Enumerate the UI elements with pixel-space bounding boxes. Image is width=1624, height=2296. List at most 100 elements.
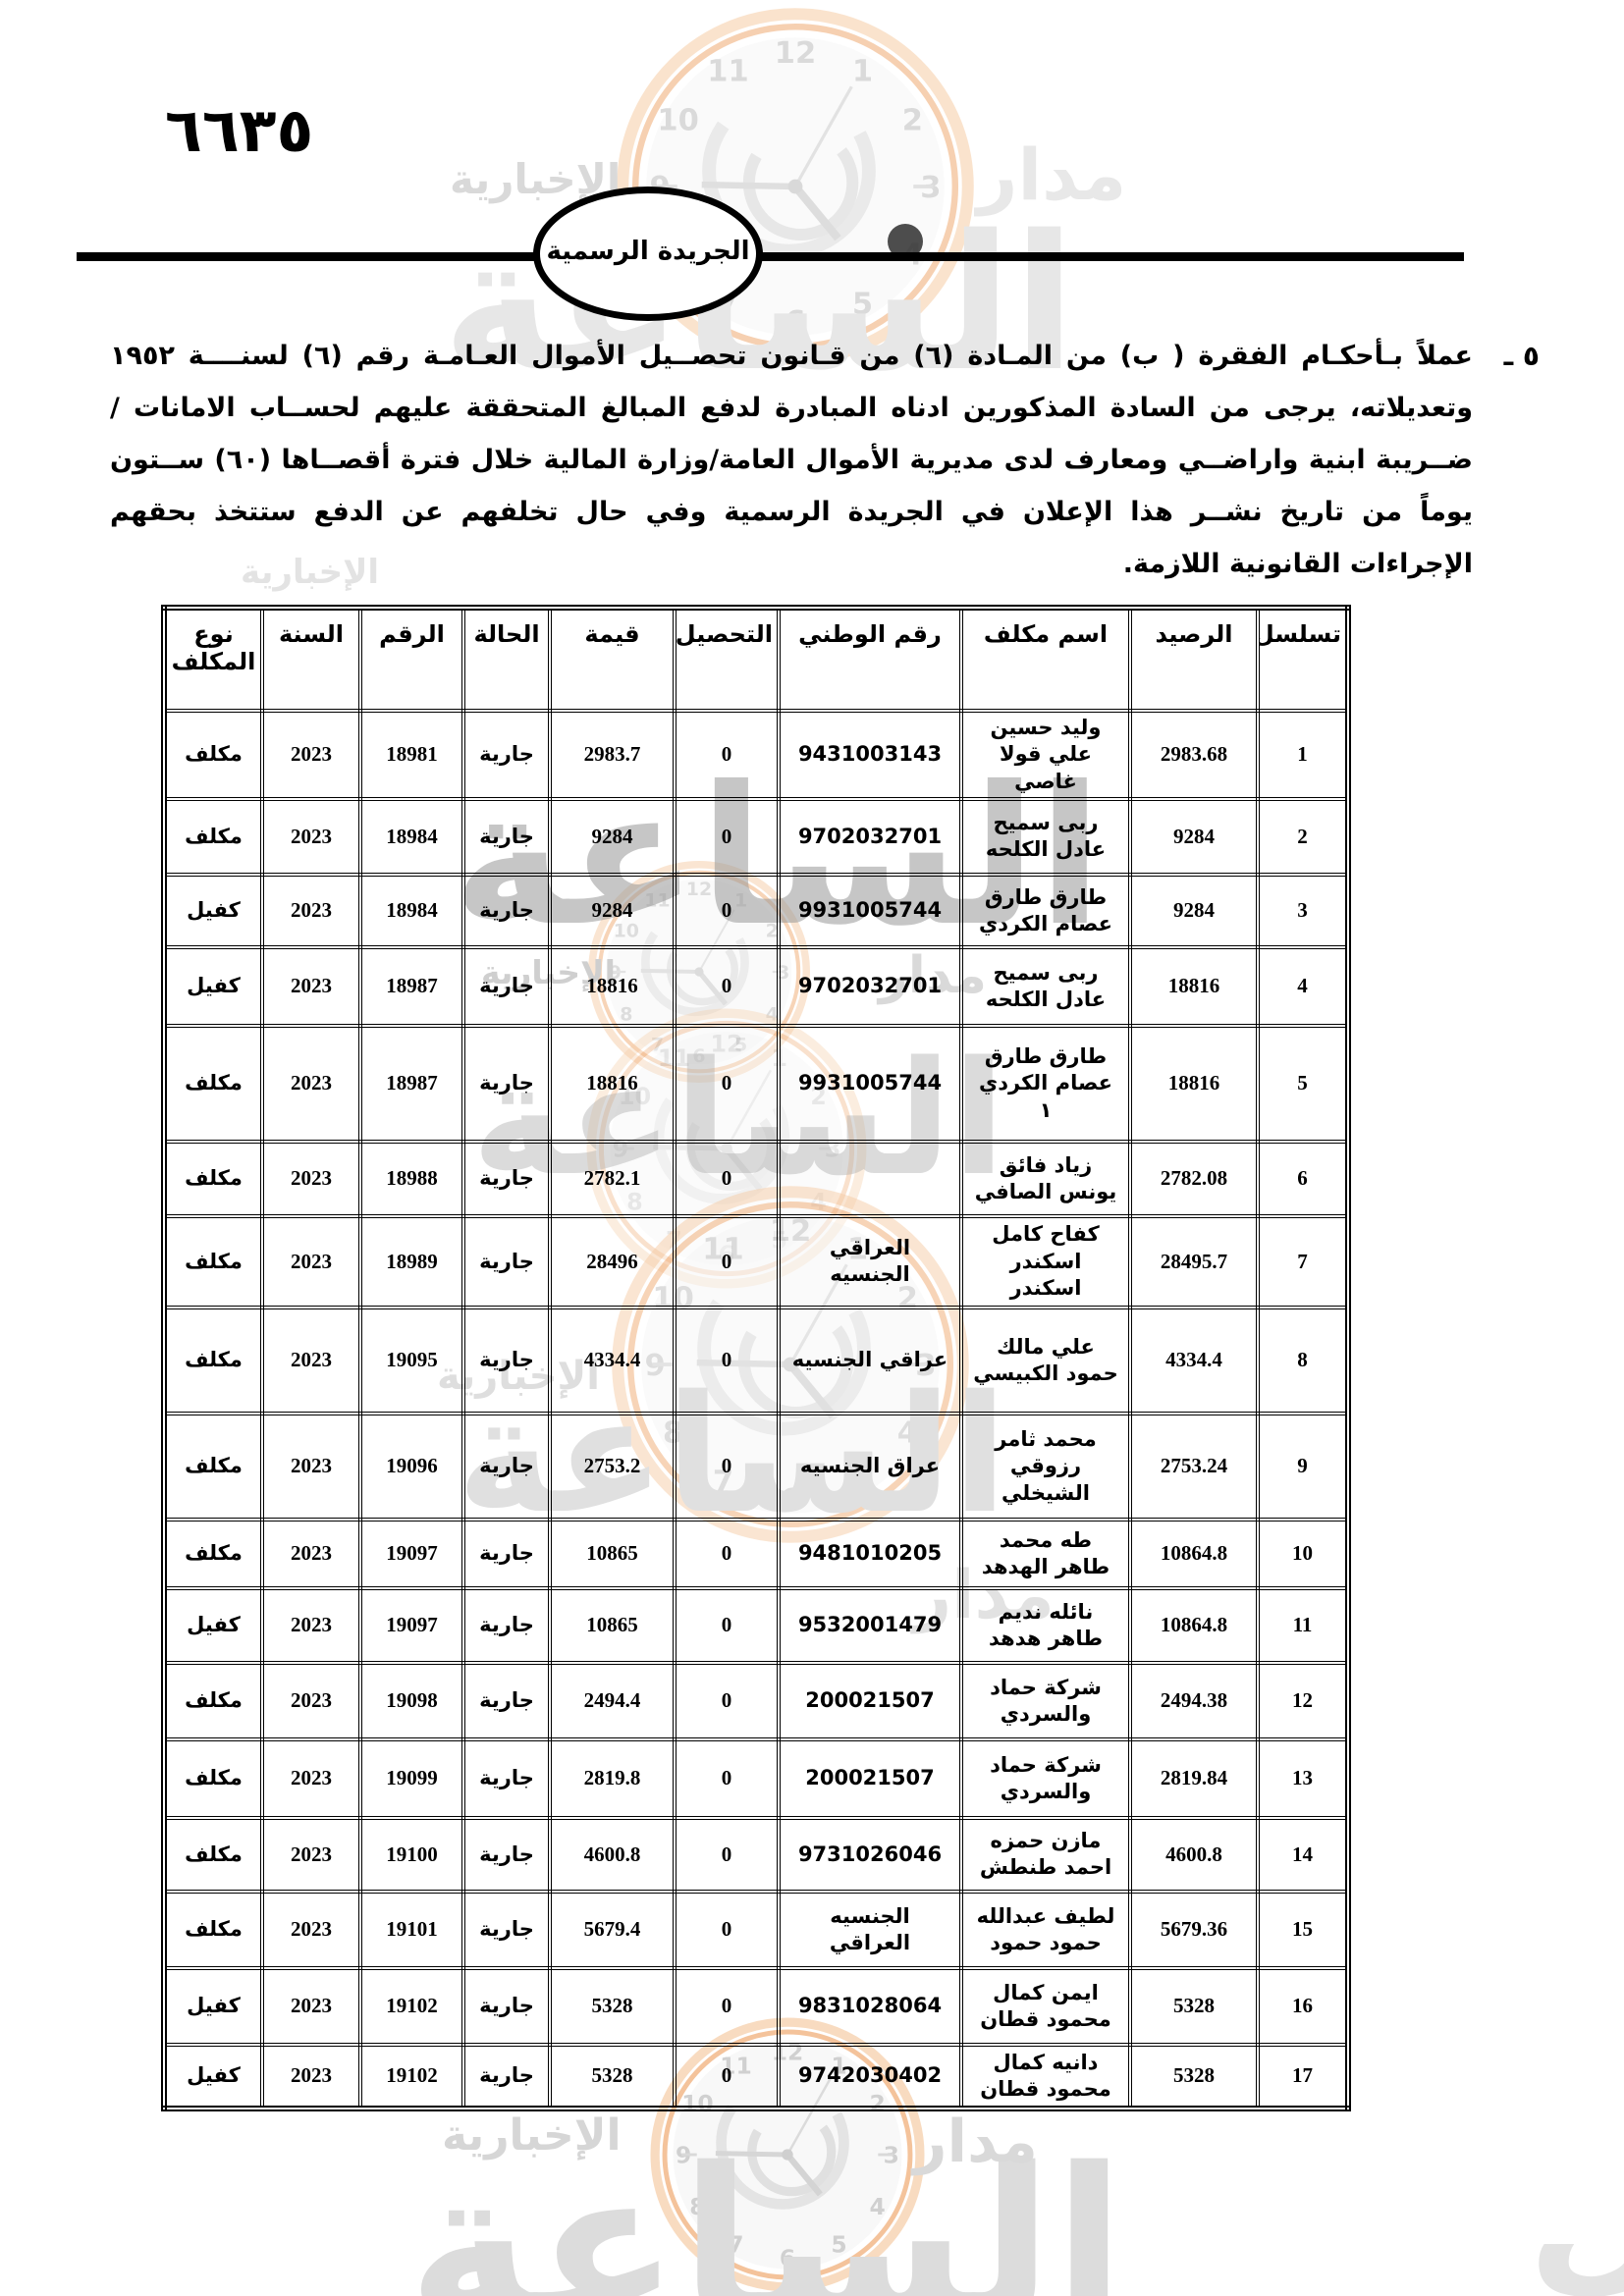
cell-type: مكلف [162, 1213, 264, 1309]
cell-serial: 12 [1256, 1660, 1350, 1741]
cell-type: مكلف [162, 1815, 264, 1894]
cell-balance: 18816 [1128, 944, 1260, 1028]
cell-collection: 0 [673, 1213, 781, 1309]
cell-name: مازن حمزه احمد طنطش [959, 1815, 1132, 1894]
cell-national-id: 9831028064 [777, 1965, 963, 2047]
cell-type: مكلف [162, 1517, 264, 1590]
gazette-banner-label: الجريدة الرسمية [546, 236, 750, 266]
cell-serial: 6 [1256, 1139, 1350, 1218]
cell-serial: 14 [1256, 1815, 1350, 1894]
cell-balance: 5328 [1128, 2042, 1260, 2110]
table-row: 3 9284 طارق طارق عصام الكردي 9931005744 0 928… [162, 872, 1350, 949]
cell-type: كفيل [162, 2042, 264, 2110]
cell-balance: 9284 [1128, 872, 1260, 949]
cell-type: كفيل [162, 944, 264, 1028]
cell-collection: 0 [673, 1585, 781, 1665]
cell-balance: 10864.8 [1128, 1585, 1260, 1665]
cell-year: 2023 [260, 1517, 362, 1590]
cell-value: 4334.4 [548, 1305, 677, 1415]
cell-status: جارية [461, 1023, 552, 1144]
cell-year: 2023 [260, 709, 362, 801]
table-row: 17 5328 دانيه كمال محمود قطان 9742030402 0 53… [162, 2042, 1350, 2110]
cell-year: 2023 [260, 2042, 362, 2110]
cell-number: 19100 [358, 1815, 465, 1894]
taxpayers-table-wrap: تسلسل الرصيد اسم مكلف رقم الوطني التحصيل قيمة… [161, 605, 1351, 2111]
cell-value: 18816 [548, 1023, 677, 1144]
cell-collection: 0 [673, 2042, 781, 2110]
cell-year: 2023 [260, 1585, 362, 1665]
table-row: 1 2983.68 وليد حسين علي قولا غاصي 943100314… [162, 709, 1350, 801]
cell-national-id: 9742030402 [777, 2042, 963, 2110]
table-row: 16 5328 ايمن كمال محمود قطان 9831028064 0 532… [162, 1965, 1350, 2047]
cell-name: شركة حماد والسردي [959, 1736, 1132, 1820]
cell-number: 19102 [358, 1965, 465, 2047]
cell-type: كفيل [162, 1585, 264, 1665]
cell-name: محمد ثامر رزوقي الشيخلي [959, 1411, 1132, 1522]
cell-number: 18981 [358, 709, 465, 801]
cell-collection: 0 [673, 709, 781, 801]
table-header-row: تسلسل الرصيد اسم مكلف رقم الوطني التحصيل قيمة… [162, 606, 1350, 713]
cell-value: 10865 [548, 1585, 677, 1665]
cell-serial: 9 [1256, 1411, 1350, 1522]
cell-serial: 13 [1256, 1736, 1350, 1820]
cell-collection: 0 [673, 1305, 781, 1415]
cell-national-id: الجنسيه العراقي [777, 1889, 963, 1970]
cell-value: 2494.4 [548, 1660, 677, 1741]
page-number: ٦٦٣٥ [165, 94, 314, 166]
cell-serial: 10 [1256, 1517, 1350, 1590]
cell-number: 19097 [358, 1517, 465, 1590]
cell-name: زياد فائق يونس الصافي [959, 1139, 1132, 1218]
cell-national-id: 9702032701 [777, 944, 963, 1028]
gazette-banner: الجريدة الرسمية [533, 187, 763, 321]
cell-national-id: عراق الجنسيه [777, 1411, 963, 1522]
cell-value: 2983.7 [548, 709, 677, 801]
cell-status: جارية [461, 1965, 552, 2047]
table-row: 15 5679.36 لطيف عبدالله حمود حمود الجنسيه ا… [162, 1889, 1350, 1970]
cell-status: جارية [461, 1411, 552, 1522]
table-row: 14 4600.8 مازن حمزه احمد طنطش 9731026046 0 46… [162, 1815, 1350, 1894]
cell-number: 18984 [358, 796, 465, 877]
cell-status: جارية [461, 2042, 552, 2110]
cell-name: شركة حماد والسردي [959, 1660, 1132, 1741]
cell-serial: 1 [1256, 709, 1350, 801]
cell-value: 5328 [548, 1965, 677, 2047]
cell-national-id: 9532001479 [777, 1585, 963, 1665]
table-row: 12 2494.38 شركة حماد والسردي 200021507 0 2494… [162, 1660, 1350, 1741]
column-header-4: التحصيل [673, 606, 781, 713]
notice-text: عملاً بـأحكـام الفقرة ( ب) من المـادة (٦… [110, 341, 1473, 579]
cell-serial: 4 [1256, 944, 1350, 1028]
cell-number: 19097 [358, 1585, 465, 1665]
cell-name: ربى سميح عادل الكلحه [959, 796, 1132, 877]
table-row: 7 28495.7 كفاح كامل اسكندر اسكندر العراقي ا… [162, 1213, 1350, 1309]
cell-number: 19102 [358, 2042, 465, 2110]
cell-collection: 0 [673, 1411, 781, 1522]
cell-balance: 4600.8 [1128, 1815, 1260, 1894]
cell-value: 18816 [548, 944, 677, 1028]
cell-national-id: 9702032701 [777, 796, 963, 877]
cell-number: 18988 [358, 1139, 465, 1218]
cell-balance: 2753.24 [1128, 1411, 1260, 1522]
cell-collection: 0 [673, 1139, 781, 1218]
column-header-3: رقم الوطني [777, 606, 963, 713]
cell-national-id: 200021507 [777, 1736, 963, 1820]
column-header-5: قيمة [548, 606, 677, 713]
cell-number: 19098 [358, 1660, 465, 1741]
table-row: 10 10864.8 طه محمد طاهر الهدهد 9481010205 0 1… [162, 1517, 1350, 1590]
column-header-6: الحالة [461, 606, 552, 713]
column-header-7: الرقم [358, 606, 465, 713]
cell-serial: 16 [1256, 1965, 1350, 2047]
header-rule [77, 252, 1464, 261]
cell-value: 2753.2 [548, 1411, 677, 1522]
cell-year: 2023 [260, 1815, 362, 1894]
cell-collection: 0 [673, 1660, 781, 1741]
cell-type: مكلف [162, 1023, 264, 1144]
cell-status: جارية [461, 1139, 552, 1218]
cell-balance: 28495.7 [1128, 1213, 1260, 1309]
cell-balance: 18816 [1128, 1023, 1260, 1144]
table-row: 11 10864.8 نائله نديم طاهر هدهد 9532001479 0… [162, 1585, 1350, 1665]
cell-value: 5328 [548, 2042, 677, 2110]
cell-number: 19095 [358, 1305, 465, 1415]
cell-balance: 2819.84 [1128, 1736, 1260, 1820]
cell-year: 2023 [260, 1305, 362, 1415]
